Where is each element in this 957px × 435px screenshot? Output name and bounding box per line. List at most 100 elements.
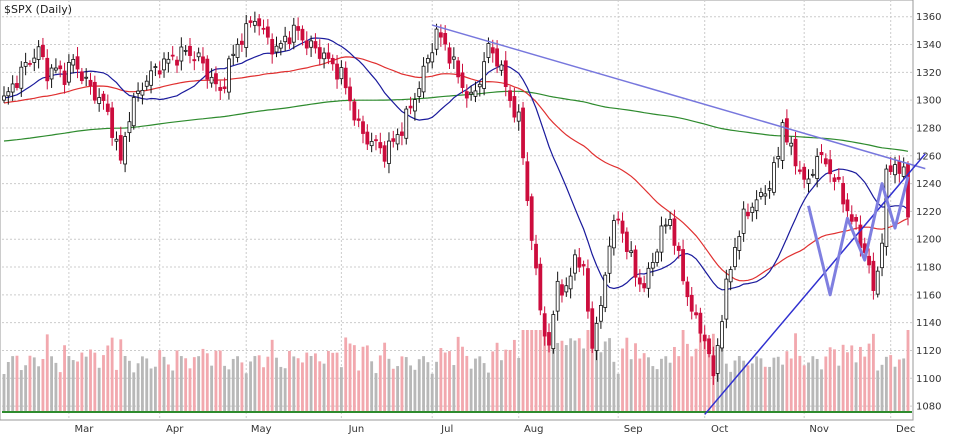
- candle-body: [447, 47, 452, 64]
- volume-bar: [301, 362, 304, 412]
- volume-bar: [737, 356, 741, 412]
- candle-body: [382, 145, 387, 162]
- volume-bar: [811, 356, 815, 412]
- candle-body: [283, 35, 288, 43]
- candle-body: [724, 278, 729, 320]
- volume-bar: [365, 345, 369, 412]
- candle-body: [482, 61, 487, 89]
- y-tick-label: 1260: [916, 151, 941, 162]
- volume-bar: [651, 366, 655, 412]
- candle-body: [322, 52, 326, 60]
- volume-bar: [158, 350, 162, 412]
- candle-body: [516, 111, 521, 122]
- candle-body: [400, 131, 404, 136]
- volume-bar: [876, 370, 880, 412]
- volume-bar: [123, 356, 127, 412]
- volume-bar: [789, 358, 793, 412]
- candle-body: [486, 43, 491, 58]
- volume-bar: [534, 330, 538, 412]
- candle-body: [179, 46, 184, 62]
- volume-bar: [391, 368, 395, 412]
- volume-bar: [859, 346, 862, 412]
- volume-bar: [508, 349, 512, 412]
- candle-body: [149, 70, 153, 86]
- candle-body: [624, 231, 629, 252]
- volume-bar: [794, 333, 797, 412]
- candle-body: [369, 141, 374, 147]
- candle-body: [694, 312, 698, 316]
- candle-body: [629, 250, 634, 254]
- volume-bar: [145, 358, 149, 412]
- volume-bar: [374, 373, 378, 412]
- volume-bar: [846, 352, 849, 412]
- candle-body: [205, 58, 210, 80]
- candle-body: [802, 166, 807, 180]
- candle-body: [888, 165, 893, 172]
- volume-bar: [344, 337, 348, 412]
- volume-bar: [218, 350, 222, 412]
- volume-bar: [352, 345, 356, 412]
- candle-body: [836, 176, 841, 180]
- candle-body: [728, 269, 733, 283]
- candle-body: [893, 164, 897, 176]
- candle-body: [590, 308, 595, 349]
- volume-bar: [599, 352, 603, 412]
- candle-body: [659, 225, 664, 253]
- volume-bar: [45, 334, 49, 412]
- volume-bar: [335, 352, 339, 412]
- volume-bar: [551, 338, 555, 412]
- month-tick-label: Nov: [809, 424, 829, 435]
- volume-bar: [755, 356, 759, 412]
- candle-body: [819, 152, 824, 155]
- candle-body: [343, 67, 348, 89]
- candle-body: [521, 107, 525, 159]
- candle-body: [144, 80, 149, 87]
- candle-body: [196, 52, 201, 58]
- volume-bar: [63, 345, 66, 412]
- candle-body: [676, 245, 681, 251]
- candle-body: [438, 32, 443, 38]
- candle-body: [209, 76, 214, 84]
- candle-body: [655, 251, 660, 263]
- volume-bar: [166, 364, 170, 412]
- volume-bar: [474, 358, 477, 412]
- volume-bar: [28, 355, 32, 412]
- volume-bar: [629, 359, 633, 412]
- month-tick-label: Jul: [440, 424, 453, 435]
- candle-body: [270, 39, 275, 55]
- volume-bar: [482, 363, 486, 412]
- moving-average-50-line: [3, 56, 909, 282]
- volume-bar: [409, 365, 413, 412]
- candle-body: [464, 91, 469, 99]
- volume-bar: [569, 338, 573, 412]
- volume-bar: [357, 370, 361, 412]
- candle-body: [92, 81, 97, 101]
- candle-body: [296, 26, 301, 31]
- volume-bar: [469, 368, 473, 412]
- candle-body: [620, 220, 625, 234]
- volume-bar: [275, 357, 278, 412]
- volume-bar: [690, 356, 694, 412]
- candle-body: [6, 91, 11, 97]
- y-tick-label: 1240: [916, 179, 941, 190]
- candle-body: [309, 40, 314, 48]
- y-tick-label: 1360: [916, 12, 941, 23]
- candle-body: [166, 58, 171, 64]
- candle-body: [335, 63, 339, 80]
- candle-body: [789, 142, 794, 147]
- candle-body: [49, 67, 54, 80]
- candle-body: [845, 199, 850, 212]
- candle-body: [214, 73, 218, 85]
- candle-body: [663, 224, 668, 227]
- candle-body: [616, 218, 621, 221]
- volume-bar: [102, 355, 105, 412]
- candle-body: [235, 43, 240, 58]
- candle-body: [460, 72, 465, 88]
- volume-bar: [435, 361, 438, 412]
- candle-body: [495, 48, 499, 67]
- volume-layer: [2, 330, 912, 413]
- volume-bar: [729, 371, 733, 412]
- candle-body: [101, 93, 106, 101]
- candle-body: [823, 158, 828, 165]
